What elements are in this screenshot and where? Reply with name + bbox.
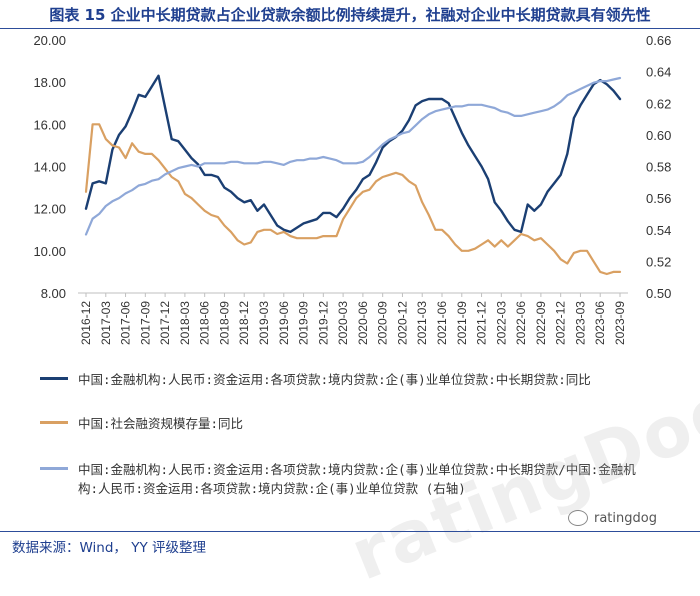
title-divider (0, 28, 700, 29)
y-tick-label-right: 0.66 (646, 33, 671, 48)
x-tick-label: 2018-12 (237, 301, 251, 345)
data-source: 数据来源：Wind， YY 评级整理 (12, 540, 207, 556)
wechat-label: ratingdog (594, 510, 657, 526)
x-tick-label: 2021-12 (475, 301, 489, 345)
series-line-loan-ratio (84, 76, 622, 236)
x-tick-label: 2019-06 (277, 301, 291, 345)
legend-swatch-social-financing (40, 421, 68, 424)
x-tick-label: 2016-12 (79, 301, 93, 345)
x-tick-label: 2018-06 (198, 301, 212, 345)
y-tick-label-right: 0.54 (646, 223, 671, 238)
x-tick-label: 2019-12 (316, 301, 330, 345)
x-tick-label: 2020-06 (356, 301, 370, 345)
y-tick-label-left: 10.00 (33, 244, 66, 259)
x-tick-label: 2023-09 (613, 301, 627, 345)
x-tick-label: 2017-06 (119, 301, 133, 345)
x-tick-label: 2022-09 (534, 301, 548, 345)
x-tick-label: 2020-12 (395, 301, 409, 345)
y-tick-label-right: 0.58 (646, 160, 671, 175)
x-tick-label: 2020-03 (336, 301, 350, 345)
x-tick-label: 2017-03 (99, 301, 113, 345)
legend-label-loan-ratio: 中国:金融机构:人民币:资金运用:各项贷款:境内贷款:企(事)业单位贷款:中长期… (78, 462, 636, 496)
x-tick-label: 2017-12 (158, 301, 172, 345)
y-tick-label-left: 20.00 (33, 33, 66, 48)
x-tick-label: 2018-03 (178, 301, 192, 345)
x-tick-label: 2019-09 (297, 301, 311, 345)
x-tick-label: 2018-09 (217, 301, 231, 345)
y-tick-label-left: 12.00 (33, 202, 66, 217)
x-tick-label: 2021-06 (435, 301, 449, 345)
series-line-loan-growth (84, 74, 622, 234)
y-tick-label-right: 0.52 (646, 254, 671, 269)
legend-item-social-financing: 中国:社会融资规模存量:同比 (40, 414, 648, 433)
y-tick-label-left: 14.00 (33, 160, 66, 175)
y-tick-label-right: 0.50 (646, 286, 671, 301)
y-tick-label-right: 0.62 (646, 96, 671, 111)
legend-swatch-loan-growth (40, 377, 68, 380)
x-tick-label: 2017-09 (138, 301, 152, 345)
x-tick-label: 2023-06 (593, 301, 607, 345)
legend-item-loan-ratio: 中国:金融机构:人民币:资金运用:各项贷款:境内贷款:企(事)业单位贷款:中长期… (40, 460, 648, 498)
wechat-badge: ratingdog (568, 510, 657, 526)
y-tick-label-left: 18.00 (33, 75, 66, 90)
y-tick-label-left: 16.00 (33, 117, 66, 132)
series-line-social-financing (84, 123, 622, 276)
x-tick-label: 2022-06 (514, 301, 528, 345)
x-tick-label: 2023-03 (573, 301, 587, 345)
footer-divider (0, 531, 700, 532)
legend-item-loan-growth: 中国:金融机构:人民币:资金运用:各项贷款:境内贷款:企(事)业单位贷款:中长期… (40, 370, 648, 389)
x-tick-label: 2022-12 (554, 301, 568, 345)
legend-label-social-financing: 中国:社会融资规模存量:同比 (78, 416, 244, 431)
legend-label-loan-growth: 中国:金融机构:人民币:资金运用:各项贷款:境内贷款:企(事)业单位贷款:中长期… (78, 372, 591, 387)
chart-title: 图表 15 企业中长期贷款占企业贷款余额比例持续提升，社融对企业中长期贷款具有领… (49, 6, 651, 24)
x-tick-label: 2021-03 (415, 301, 429, 345)
x-tick-label: 2022-03 (494, 301, 508, 345)
y-tick-label-right: 0.64 (646, 65, 671, 80)
y-tick-label-right: 0.56 (646, 191, 671, 206)
y-tick-label-left: 8.00 (41, 286, 66, 301)
chart-canvas: 8.00 10.00 12.00 14.00 16.00 18.00 20.00 0.50 0.… (33, 33, 671, 345)
legend-swatch-loan-ratio (40, 467, 68, 470)
x-tick-label: 2021-09 (455, 301, 469, 345)
y-tick-label-right: 0.60 (646, 128, 671, 143)
x-tick-label: 2020-09 (376, 301, 390, 345)
x-tick-label: 2019-03 (257, 301, 271, 345)
wechat-icon (568, 510, 588, 526)
